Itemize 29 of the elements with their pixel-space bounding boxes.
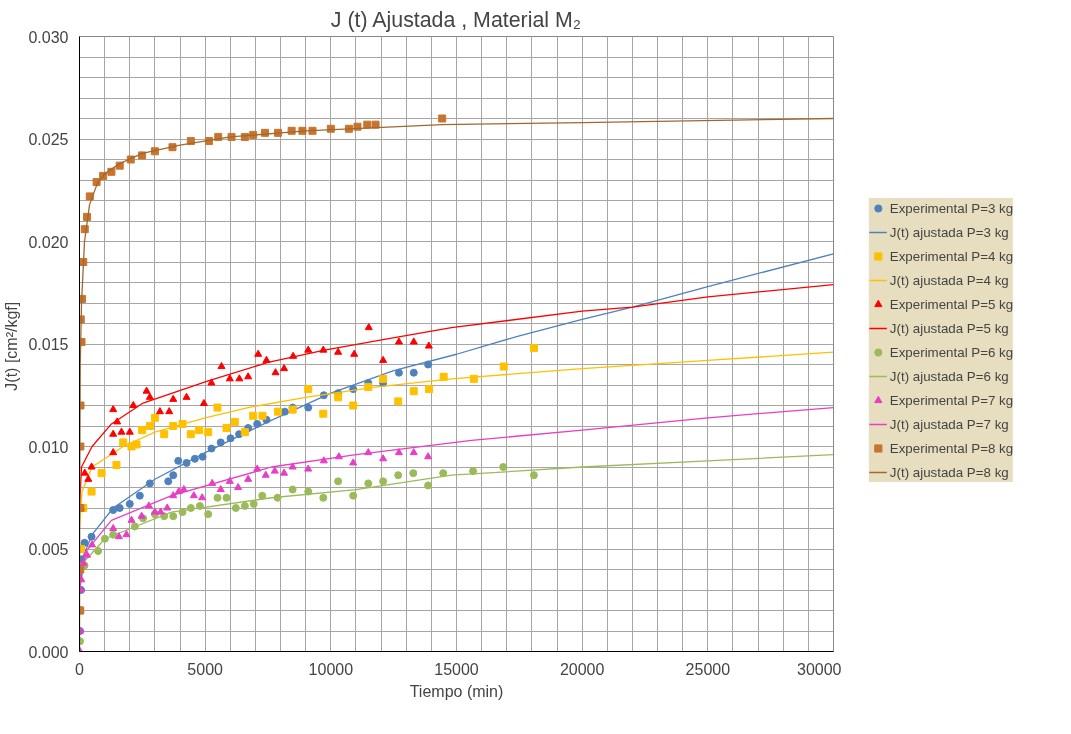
y-tick-label: 0.010 [28,438,69,456]
y-tick-label: 0.025 [28,131,69,148]
legend-label: Experimental P=6 kg [889,344,1014,360]
legend-label: J(t) ajustada P=8 kg [889,464,1009,480]
x-tick-label: 5000 [187,660,224,678]
x-tick-label: 15000 [434,660,479,678]
legend-label: Experimental P=7 kg [889,392,1014,408]
chart-title: J (t) Ajustada , Material M₂ [330,7,581,32]
legend-label: J(t) ajustada P=6 kg [889,368,1009,384]
y-tick-label: 0.030 [28,28,69,46]
y-tick-label: 0.005 [28,541,69,558]
legend-label: Experimental P=8 kg [889,440,1014,456]
y-tick-label: 0.000 [28,643,69,661]
x-tick-label: 20000 [559,660,605,678]
y-tick-label: 0.015 [28,336,69,353]
legend-label: J(t) ajustada P=4 kg [889,272,1009,288]
x-axis-title: Tiempo (min) [409,682,504,700]
legend-label: J(t) ajustada P=3 kg [889,224,1009,240]
legend-label: Experimental P=5 kg [889,296,1014,312]
x-tick-label: 25000 [685,660,731,678]
legend-label: J(t) ajustada P=7 kg [889,416,1009,432]
y-axis-title: J(t) [cm²/kgf] [3,301,21,391]
x-tick-label: 30000 [797,660,842,678]
legend-label: Experimental P=4 kg [889,248,1014,264]
x-tick-label: 0 [75,660,85,678]
y-tick-label: 0.020 [28,233,69,251]
legend-label: Experimental P=3 kg [889,200,1014,216]
x-tick-label: 10000 [308,660,354,678]
legend-label: J(t) ajustada P=5 kg [889,320,1009,336]
